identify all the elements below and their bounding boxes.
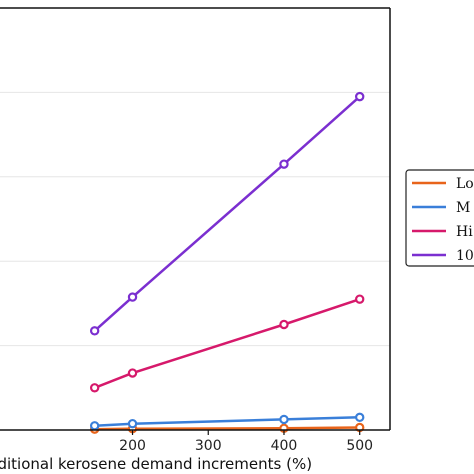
x-tick-label: 500 <box>346 438 373 454</box>
series-line-0 <box>94 426 360 431</box>
legend-label-1: M <box>456 200 470 216</box>
grid-lines <box>0 91 390 347</box>
x-axis-label: Additional kerosene demand increments (%… <box>0 455 312 473</box>
legend-label-2: Hi <box>456 224 473 240</box>
legend-label-0: Lo <box>456 176 474 192</box>
series-point-3-1 <box>127 292 138 302</box>
series-line-3 <box>93 95 361 332</box>
series-point-2-2 <box>279 319 289 330</box>
series-point-3-3 <box>355 91 365 102</box>
series-points <box>89 91 365 434</box>
series-point-1-2 <box>279 414 289 425</box>
series-point-2-0 <box>89 383 100 393</box>
series-line-1 <box>94 416 360 428</box>
x-tick-label: 200 <box>119 438 146 454</box>
legend-label-3: 10 <box>456 248 474 264</box>
series-lines <box>93 95 361 431</box>
series-point-2-1 <box>127 368 138 378</box>
series-point-3-0 <box>89 326 100 336</box>
x-tick-label: 300 <box>195 438 222 454</box>
plot-frame <box>0 7 391 431</box>
series-point-1-0 <box>89 421 100 431</box>
legend: Lo M Hi 10 <box>405 169 474 267</box>
x-axis-ticks: 200 300 400 500 <box>119 430 373 454</box>
series-point-3-2 <box>279 159 289 169</box>
legend-box <box>405 169 474 267</box>
series-point-2-3 <box>355 294 365 304</box>
x-tick-label: 400 <box>271 438 298 454</box>
series-point-1-1 <box>127 418 138 429</box>
series-line-2 <box>94 298 361 389</box>
series-point-1-3 <box>355 412 365 423</box>
